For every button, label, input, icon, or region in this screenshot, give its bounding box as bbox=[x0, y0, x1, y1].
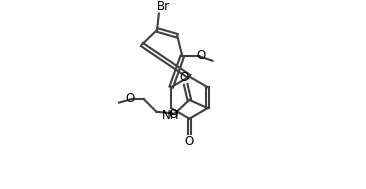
Text: O: O bbox=[126, 92, 135, 105]
Text: O: O bbox=[185, 135, 194, 148]
Text: NH: NH bbox=[161, 109, 179, 122]
Text: O: O bbox=[197, 49, 206, 62]
Text: O: O bbox=[168, 108, 178, 121]
Text: Br: Br bbox=[157, 0, 170, 13]
Text: O: O bbox=[179, 71, 188, 84]
